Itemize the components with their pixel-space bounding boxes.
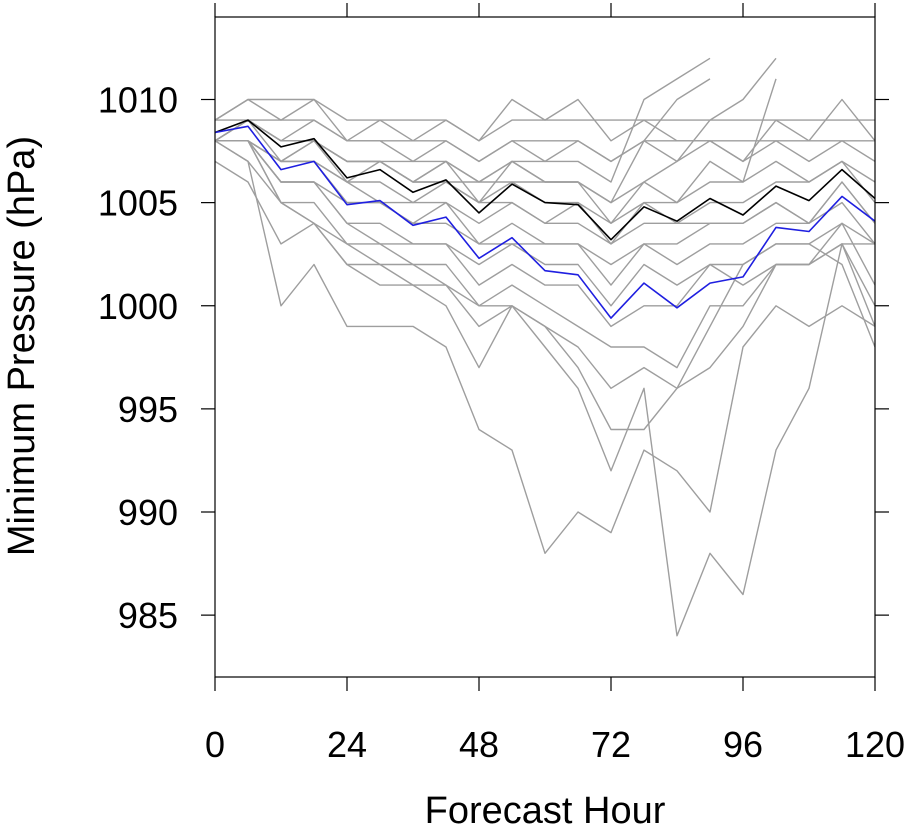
highlighted-series-lines — [214, 119, 876, 319]
ensemble-member-lines — [214, 57, 876, 637]
ensemble-member-line — [215, 140, 876, 286]
y-tick-label: 985 — [118, 595, 178, 636]
ensemble-member-line — [215, 140, 876, 369]
x-tick-label: 72 — [591, 724, 631, 765]
ensemble-member-line — [215, 98, 876, 163]
x-tick-label: 0 — [205, 724, 225, 765]
plot-border — [214, 16, 876, 678]
black-series-line — [214, 119, 876, 241]
y-axis-title: Minimum Pressure (hPa) — [1, 136, 43, 556]
y-tick-label: 1010 — [98, 80, 178, 121]
axis-ticks — [201, 3, 889, 691]
blue-series-line — [214, 125, 876, 319]
y-tick-label: 990 — [118, 492, 178, 533]
y-tick-label: 995 — [118, 389, 178, 430]
x-tick-label: 48 — [459, 724, 499, 765]
plot-frame — [214, 16, 876, 678]
x-tick-label: 24 — [327, 724, 367, 765]
x-tick-label: 120 — [845, 724, 905, 765]
x-axis-title: Forecast Hour — [425, 790, 666, 827]
ensemble-member-line — [215, 140, 876, 328]
ensemble-member-line — [214, 160, 875, 637]
ensemble-member-line — [214, 140, 876, 554]
tick-labels: 0 24 48 72 96 120 985 990 995 1000 1005 1010 — [98, 80, 905, 766]
y-tick-label: 1005 — [98, 183, 178, 224]
ensemble-member-line — [214, 98, 876, 163]
y-tick-label: 1000 — [98, 286, 178, 327]
x-tick-label: 96 — [723, 724, 763, 765]
